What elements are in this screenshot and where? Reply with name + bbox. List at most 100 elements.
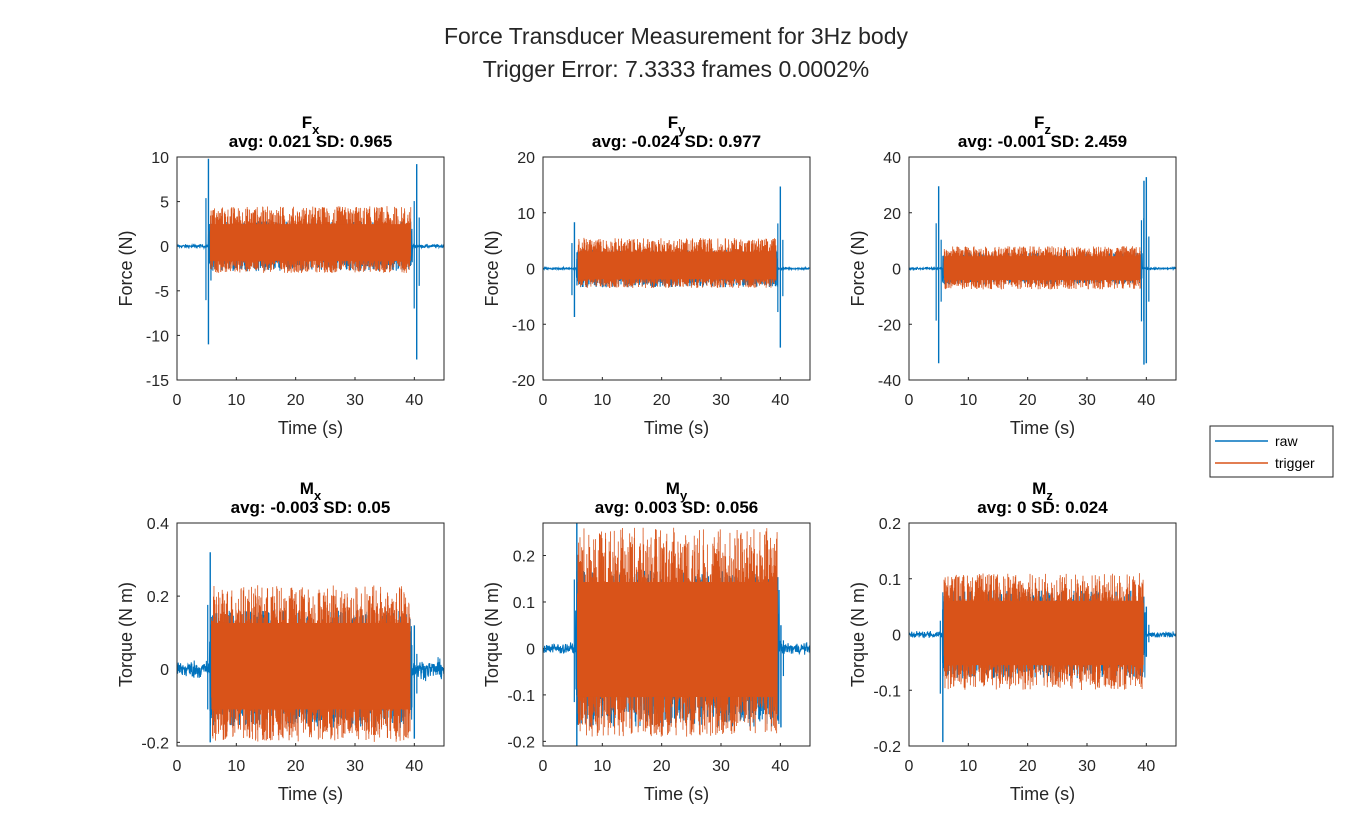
y-tick-label: 10	[517, 206, 535, 223]
y-tick-label: -10	[146, 328, 169, 345]
x-axis-label: Time (s)	[1010, 418, 1075, 438]
y-tick-label: -20	[512, 373, 535, 390]
axes-frame	[542, 522, 811, 747]
x-tick-label: 0	[905, 758, 914, 775]
x-tick-label: 10	[593, 758, 611, 775]
series-trigger-core	[211, 622, 411, 710]
subplot-title-symbol: M	[1032, 479, 1046, 498]
axes-frame	[176, 522, 445, 747]
subplot-stats: avg: 0.021 SD: 0.965	[229, 132, 392, 151]
x-tick-label: 20	[1019, 758, 1037, 775]
axes-frame	[542, 156, 811, 381]
y-tick-label: 0.2	[879, 516, 901, 533]
subplot-title: Fz	[1034, 113, 1051, 137]
x-axis-label: Time (s)	[278, 784, 343, 804]
y-tick-label: -40	[878, 373, 901, 390]
y-tick-label: -5	[155, 284, 169, 301]
plot-lines	[177, 158, 444, 360]
x-tick-label: 0	[539, 758, 548, 775]
y-tick-label: 40	[883, 150, 901, 167]
axes-frame	[908, 522, 1177, 747]
x-axis-label: Time (s)	[1010, 784, 1075, 804]
subplot-title-subscript: x	[312, 122, 320, 137]
x-tick-label: 30	[346, 392, 364, 409]
y-tick-label: 0	[892, 262, 901, 279]
x-tick-label: 0	[539, 392, 548, 409]
subplot-title: Fx	[302, 113, 320, 137]
plot-lines	[177, 552, 444, 743]
x-tick-label: 0	[905, 392, 914, 409]
figure-title-line2: Trigger Error: 7.3333 frames 0.0002%	[483, 56, 870, 82]
x-tick-label: 30	[346, 758, 364, 775]
subplot-title-subscript: x	[314, 488, 322, 503]
x-tick-label: 10	[593, 392, 611, 409]
x-tick-label: 40	[1137, 392, 1155, 409]
x-tick-label: 20	[653, 758, 671, 775]
subplot-title-subscript: y	[678, 122, 686, 137]
subplot-title-symbol: M	[666, 479, 680, 498]
series-trigger-core	[577, 582, 778, 697]
y-tick-label: -20	[878, 317, 901, 334]
subplot-stats: avg: -0.024 SD: 0.977	[592, 132, 761, 151]
x-tick-label: 30	[1078, 392, 1096, 409]
axes-frame	[176, 156, 445, 381]
x-tick-label: 0	[173, 392, 182, 409]
y-tick-label: -0.2	[507, 734, 535, 751]
x-tick-label: 30	[712, 392, 730, 409]
x-tick-label: 30	[712, 758, 730, 775]
x-tick-label: 20	[287, 758, 305, 775]
x-tick-label: 30	[1078, 758, 1096, 775]
series-trigger-core	[944, 600, 1144, 666]
y-tick-label: 0	[526, 641, 535, 658]
plot-lines	[543, 523, 810, 746]
y-tick-label: 20	[883, 206, 901, 223]
y-tick-label: 20	[517, 150, 535, 167]
y-axis-label: Force (N)	[848, 231, 868, 307]
x-tick-label: 40	[1137, 758, 1155, 775]
y-tick-label: 0.1	[513, 595, 535, 612]
x-tick-label: 40	[405, 758, 423, 775]
x-tick-label: 10	[227, 758, 245, 775]
figure-title-line1: Force Transducer Measurement for 3Hz bod…	[444, 23, 909, 49]
subplot-stats: avg: 0.003 SD: 0.056	[595, 498, 758, 517]
subplot-title: Mz	[1032, 479, 1053, 503]
subplot-stats: avg: -0.003 SD: 0.05	[231, 498, 391, 517]
x-tick-label: 40	[771, 758, 789, 775]
x-tick-label: 0	[173, 758, 182, 775]
legend[interactable]: raw trigger	[1209, 425, 1334, 478]
y-tick-label: 0.1	[879, 572, 901, 589]
series-trigger-core	[578, 251, 777, 280]
plot-lines	[543, 186, 810, 348]
subplot-title-symbol: M	[300, 479, 314, 498]
y-tick-label: -0.1	[873, 683, 901, 700]
x-tick-label: 20	[287, 392, 305, 409]
legend-box	[1209, 425, 1334, 478]
plot-lines	[909, 573, 1176, 743]
x-tick-label: 40	[405, 392, 423, 409]
y-axis-label: Force (N)	[482, 231, 502, 307]
y-axis-label: Torque (N m)	[116, 582, 136, 687]
subplot-title: Fy	[668, 113, 686, 137]
y-tick-label: 0	[892, 628, 901, 645]
series-trigger-core	[944, 256, 1141, 280]
subplot-stats: avg: -0.001 SD: 2.459	[958, 132, 1127, 151]
plot-lines	[909, 177, 1176, 365]
y-tick-label: 10	[151, 150, 169, 167]
subplot-title: My	[666, 479, 688, 503]
y-tick-label: -0.1	[507, 688, 535, 705]
y-tick-label: 0	[526, 262, 535, 279]
x-tick-label: 10	[227, 392, 245, 409]
x-tick-label: 20	[1019, 392, 1037, 409]
y-tick-label: 5	[160, 195, 169, 212]
y-axis-label: Torque (N m)	[848, 582, 868, 687]
y-tick-label: -10	[512, 317, 535, 334]
x-tick-label: 10	[959, 392, 977, 409]
y-tick-label: -0.2	[141, 735, 169, 752]
legend-label-trigger: trigger	[1275, 455, 1315, 471]
subplot-title-symbol: F	[668, 113, 678, 132]
